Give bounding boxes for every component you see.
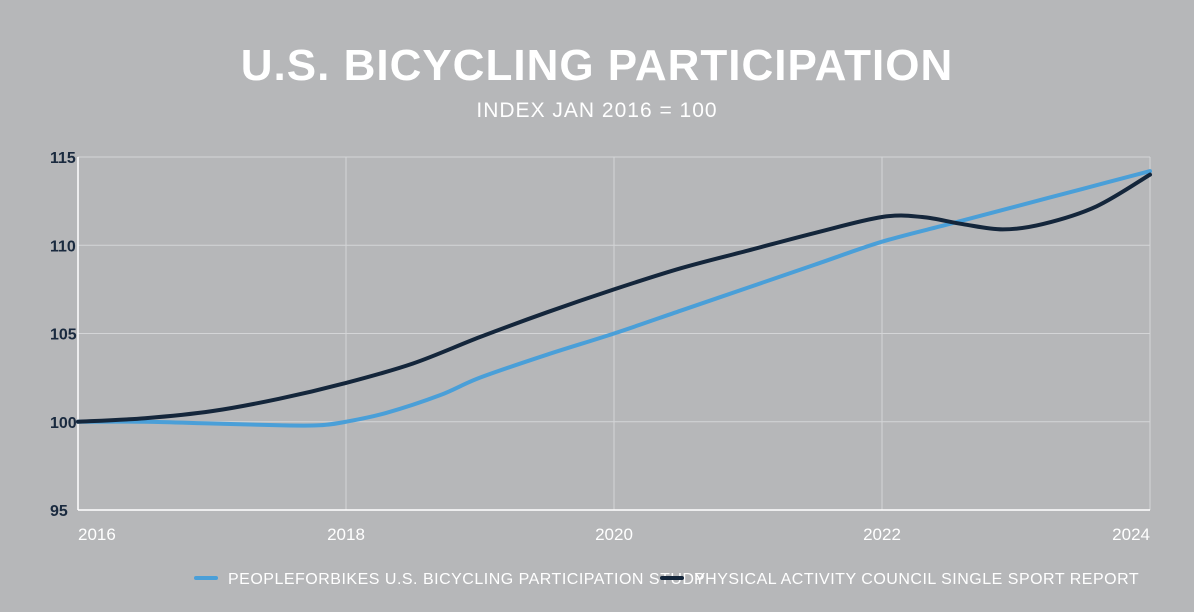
x-tick-label: 2018 xyxy=(327,525,365,544)
axes xyxy=(77,157,1150,511)
series-lines xyxy=(76,169,1152,428)
y-tick-label: 105 xyxy=(50,327,77,344)
chart-title: U.S. BICYCLING PARTICIPATION xyxy=(241,41,953,90)
series-line-1 xyxy=(76,169,1152,428)
y-tick-label: 115 xyxy=(50,150,76,167)
y-tick-label: 95 xyxy=(50,503,68,520)
series-line-2 xyxy=(76,172,1152,424)
x-tick-label: 2020 xyxy=(595,525,633,544)
x-axis-ticks: 2016 2018 2020 2022 2024 xyxy=(78,525,1150,544)
y-tick-label: 110 xyxy=(50,238,76,255)
y-tick-label: 100 xyxy=(50,415,77,432)
x-tick-label: 2016 xyxy=(78,525,116,544)
legend-label-2: PHYSICAL ACTIVITY COUNCIL SINGLE SPORT R… xyxy=(694,571,1139,588)
chart-subtitle: INDEX JAN 2016 = 100 xyxy=(476,99,717,122)
x-tick-label: 2022 xyxy=(863,525,901,544)
x-tick-label: 2024 xyxy=(1112,525,1150,544)
legend-label-1: PEOPLEFORBIKES U.S. BICYCLING PARTICIPAT… xyxy=(228,571,706,588)
legend: PEOPLEFORBIKES U.S. BICYCLING PARTICIPAT… xyxy=(194,571,1139,588)
y-axis-ticks: 95 100 105 110 115 xyxy=(50,150,77,520)
